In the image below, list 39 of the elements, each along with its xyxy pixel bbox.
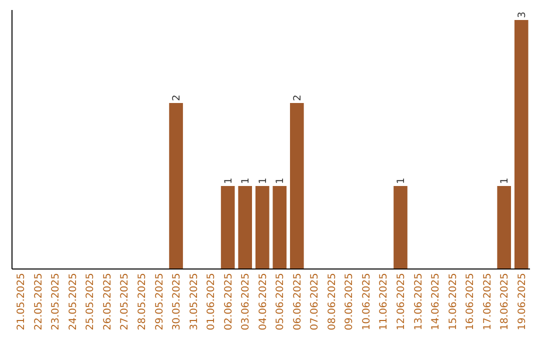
data-label: 1 — [223, 178, 234, 184]
x-tick-label: 25.05.2025 — [85, 273, 96, 330]
x-tick-label: 02.06.2025 — [223, 273, 234, 330]
data-label: 1 — [396, 178, 407, 184]
data-label: 2 — [172, 94, 183, 101]
x-tick-label: 16.06.2025 — [465, 273, 476, 330]
x-tick-label: 18.06.2025 — [500, 273, 511, 330]
data-label: 2 — [292, 94, 304, 101]
x-tick-label: 29.05.2025 — [154, 273, 166, 330]
x-tick-label: 07.06.2025 — [310, 273, 321, 330]
x-tick-label: 24.05.2025 — [68, 273, 79, 330]
data-label: 1 — [275, 178, 286, 184]
data-label: 1 — [500, 178, 511, 184]
x-tick-label: 13.06.2025 — [413, 273, 424, 330]
x-tick-label: 08.06.2025 — [326, 273, 338, 330]
x-tick-label: 14.06.2025 — [430, 273, 442, 330]
x-tick-label: 21.05.2025 — [16, 273, 28, 330]
x-tick-label: 26.05.2025 — [102, 273, 114, 330]
x-tick-label: 11.06.2025 — [378, 273, 390, 330]
x-tick-label: 27.05.2025 — [120, 273, 131, 330]
x-tick-label: 30.05.2025 — [172, 273, 183, 330]
x-tick-label: 15.06.2025 — [448, 273, 459, 330]
x-tick-label: 17.06.2025 — [482, 273, 494, 330]
data-label: 1 — [240, 178, 252, 184]
data-label: 1 — [258, 178, 269, 184]
x-tick-label: 06.06.2025 — [292, 273, 304, 330]
x-tick-label: 05.06.2025 — [275, 273, 286, 330]
x-tick-label: 03.06.2025 — [240, 273, 252, 330]
data-label: 3 — [516, 12, 528, 18]
x-tick-label: 04.06.2025 — [258, 273, 269, 330]
x-tick-label: 01.06.2025 — [206, 273, 218, 330]
x-tick-label: 19.06.2025 — [516, 273, 528, 330]
x-tick-label: 31.05.2025 — [188, 273, 200, 330]
x-tick-label: 10.06.2025 — [361, 273, 372, 330]
x-tick-label: 28.05.2025 — [137, 273, 148, 330]
x-tick-label: 23.05.2025 — [50, 273, 62, 330]
x-tick-label: 09.06.2025 — [344, 273, 356, 330]
x-tick-label: 22.05.2025 — [33, 273, 44, 330]
x-tick-label: 12.06.2025 — [396, 273, 407, 330]
